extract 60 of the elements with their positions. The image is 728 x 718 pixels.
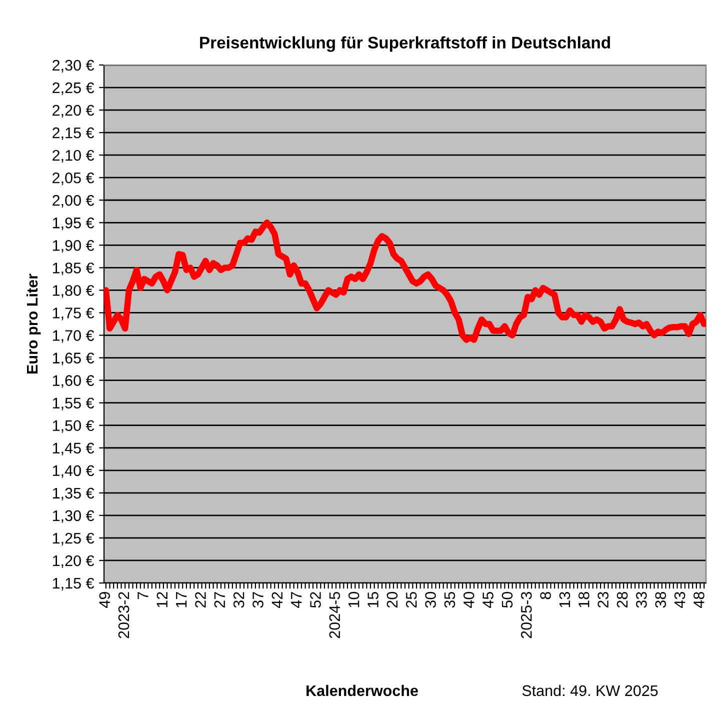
x-tick-label: 25 [406,592,417,608]
y-tick-label: 1,55 € [52,398,94,410]
x-tick-label: 22 [195,592,206,608]
x-tick-label: 18 [578,592,590,608]
y-tick-label: 2,00 € [52,195,94,208]
x-tick-label: 38 [655,592,666,608]
y-tick-label: 1,85 € [52,262,94,276]
x-tick-label: 12 [156,592,168,608]
y-tick-label: 1,15 € [52,578,94,590]
x-tick-label: 2023-2 [118,592,130,638]
x-tick-label: 15 [368,592,378,608]
y-tick-label: 1,70 € [52,330,94,343]
y-tick-label: 1,75 € [52,308,94,320]
text: Stand: 49. KW 2025 [522,684,658,696]
y-tick-label: 1,95 € [52,218,94,230]
x-tick-label: 2024-5 [329,592,340,638]
x-tick-label: 27 [214,592,225,608]
x-tick-label: 47 [291,592,302,608]
x-tick-label: 17 [176,592,187,608]
chart-title: Preisentwicklung für Superkraftstoff in Deutschland [200,36,610,52]
y-tick-label: 1,30 € [52,510,94,523]
y-tick-label: 1,65 € [52,352,94,366]
y-tick-label: 2,05 € [52,172,94,186]
y-tick-label: 1,60 € [52,375,94,388]
x-tick-label: 28 [616,592,628,608]
x-tick-label: 13 [559,592,570,608]
x-tick-label: 2025-3 [520,592,532,638]
x-tick-label: 43 [674,592,686,608]
x-tick-label: 20 [386,592,398,608]
y-tick-label: 1,25 € [52,532,94,546]
y-tick-label: 1,80 € [52,285,94,298]
x-axis-title: Kalenderwoche [306,684,418,696]
x-tick-label: 42 [272,592,282,608]
x-tick-label: 40 [463,592,474,608]
x-tick-label: 23 [598,592,608,608]
y-tick-label: 1,45 € [52,442,94,456]
x-tick-label: 30 [425,592,436,608]
y-tick-label: 1,35 € [52,488,94,500]
x-tick-label: 32 [233,592,244,608]
y-tick-label: 2,30 € [52,60,94,72]
y-tick-label: 2,25 € [52,82,94,96]
y-tick-label: 1,40 € [52,465,94,478]
x-tick-label: 10 [348,592,360,608]
y-tick-label: 2,10 € [52,150,94,163]
x-tick-label: 7 [138,592,148,600]
x-tick-label: 37 [252,592,264,608]
x-tick-label: 48 [694,592,704,608]
x-tick-label: 50 [502,592,513,608]
y-tick-label: 1,90 € [52,240,94,253]
y-tick-label: 2,15 € [52,127,94,140]
y-tick-label: 2,20 € [52,104,94,118]
y-tick-label: 1,50 € [52,420,94,433]
x-tick-label: 35 [444,592,456,608]
x-tick-label: 33 [636,592,647,608]
y-tick-label: 1,20 € [52,555,94,568]
x-tick-label: 52 [310,592,321,608]
x-tick-label: 8 [540,592,551,600]
y-axis-title: Euro pro Liter [26,274,41,374]
x-tick-label: 45 [482,592,494,608]
x-tick-label: 49 [99,592,110,608]
